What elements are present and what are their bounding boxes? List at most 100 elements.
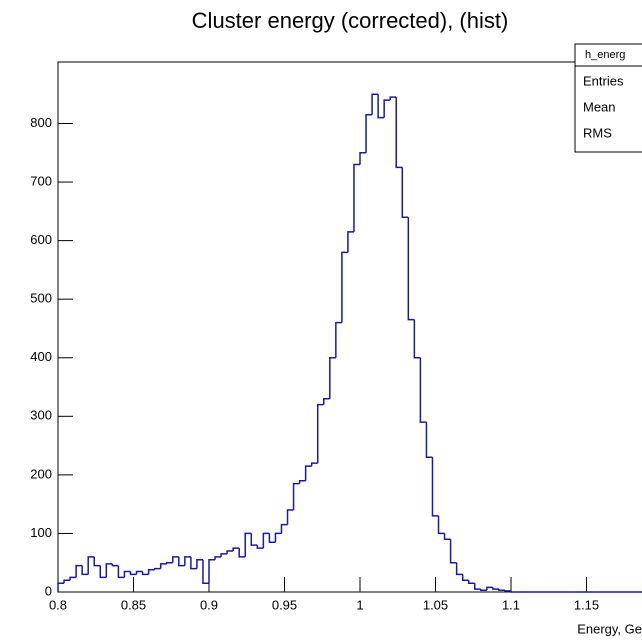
histogram-step [359,152,367,165]
x-tick-label: 1.15 [574,597,599,612]
stats-box [574,43,642,153]
histogram-step [437,515,445,535]
y-tick-label: 600 [30,232,52,247]
histogram-step [226,550,234,554]
histogram-step [196,559,203,569]
histogram-step [147,568,155,575]
histogram-step [190,556,197,570]
histogram-step [93,556,101,567]
histogram-step [323,397,330,405]
stats-row-label: Mean [583,99,616,114]
histogram-step [353,163,360,232]
histogram-step [208,559,216,584]
histogram-step [159,563,167,569]
histogram-step [178,556,185,567]
y-tick-label: 100 [30,525,52,540]
y-tick-label: 0 [45,583,52,598]
histogram-step [377,94,385,119]
histogram-step [292,482,300,511]
histogram-step [57,582,65,592]
y-tick-label: 500 [30,291,52,306]
histogram-step [117,565,125,579]
histogram-step [310,462,318,467]
histogram-step [280,523,288,534]
y-tick-label: 700 [30,173,52,188]
x-tick-label: 1.1 [502,597,520,612]
histogram-step [165,561,173,564]
histogram-step [75,564,83,578]
histogram-step [304,465,312,481]
histogram-step [172,556,179,563]
histogram-step [141,571,149,576]
histogram-step [286,509,294,525]
histogram-step [395,97,403,169]
histogram-step [262,532,270,549]
histogram-step [431,457,439,517]
x-tick-label: 1.05 [423,597,448,612]
y-tick-label: 400 [30,349,52,364]
x-tick-label: 0.85 [121,597,146,612]
histogram-step [401,167,409,218]
y-tick-label: 200 [30,466,52,481]
histogram-step [123,570,131,578]
histogram-step [268,533,276,543]
histogram-step [329,356,336,399]
plot-frame [57,61,642,593]
histogram-step [87,556,95,575]
histogram-step [220,553,228,557]
histogram-step [105,563,113,578]
histogram-step [425,422,433,459]
histogram-step [341,251,348,323]
stats-title: h_energ [585,49,625,61]
histogram-step [214,556,222,560]
histogram-step [81,565,89,576]
histogram-step [498,589,505,591]
histogram-step [365,113,373,153]
chart-title: Cluster energy (corrected), (hist) [192,8,509,33]
histogram-step [335,321,342,358]
histogram-step [455,562,463,576]
histogram-step [443,533,451,541]
y-tick-label: 300 [30,408,52,423]
histogram-step [492,587,499,590]
histogram-step [419,357,427,423]
histogram-step [256,545,264,549]
histogram-step [486,586,493,591]
x-tick-label: 0.9 [200,597,218,612]
histogram-step [510,590,518,593]
x-axis-label: Energy, Ge [577,621,642,636]
histogram-step [467,580,475,584]
histogram-step [480,589,487,591]
stats-row-label: Entries [583,73,624,88]
histogram-step [202,559,209,584]
histogram-step [274,532,282,543]
histogram-step [449,539,457,564]
histogram-step [244,532,252,557]
histogram-step [371,93,379,115]
histogram-step [504,590,511,592]
histogram-step [407,217,415,321]
histogram-step [135,570,143,575]
histogram-step [316,403,324,464]
x-tick-label: 0.95 [272,597,297,612]
stats-row-label: RMS [583,125,612,140]
histogram-step [347,231,354,253]
histogram-step [111,563,119,567]
histogram-step [250,533,258,546]
histogram-step [129,571,137,576]
histogram-step [383,99,391,118]
histogram-step [63,579,71,584]
histogram-step [238,548,246,558]
histogram-step [69,576,77,581]
histogram-step [153,567,161,570]
y-tick-label: 800 [30,115,52,130]
histogram-step [413,319,421,359]
x-tick-label: 0.8 [49,597,67,612]
histogram-step [474,583,481,590]
histogram-step [298,479,306,484]
histogram-step [461,574,469,582]
x-tick-label: 1 [356,597,363,612]
histogram-step [99,565,107,579]
